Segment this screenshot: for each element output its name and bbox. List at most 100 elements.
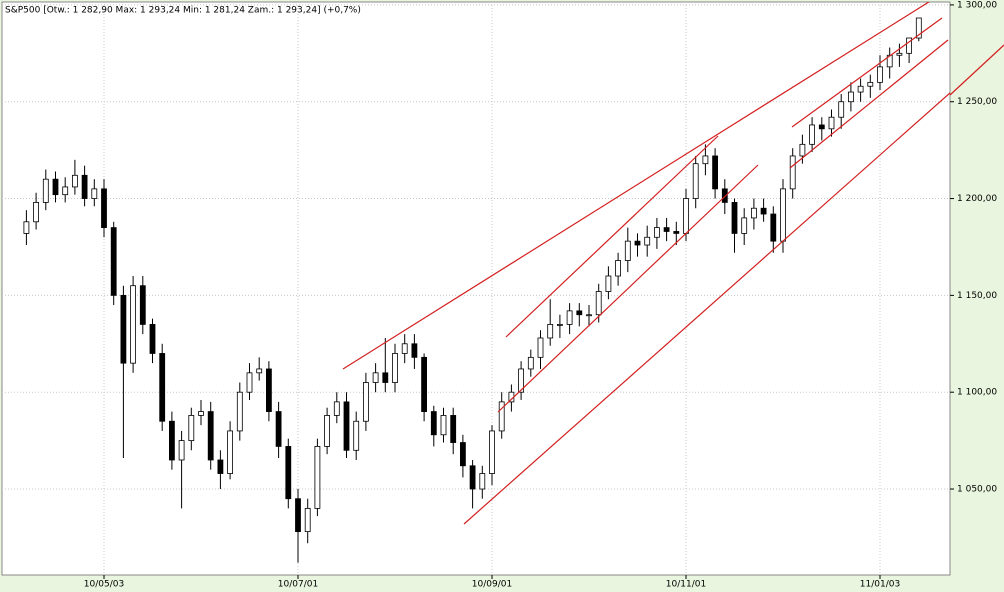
- candle-body: [683, 198, 689, 234]
- candle-body: [595, 291, 602, 316]
- candle-body: [634, 240, 641, 246]
- candle-body: [557, 324, 563, 326]
- trend-line: [497, 164, 759, 413]
- candle-body: [382, 372, 389, 383]
- y-tick-label: 1 100,00: [957, 388, 997, 398]
- candle-body: [188, 415, 195, 442]
- candle-body: [52, 178, 59, 196]
- candle-body: [663, 227, 670, 232]
- x-tick-label: 10/07/01: [278, 580, 318, 590]
- candle-body: [644, 236, 651, 246]
- candle-body: [314, 446, 321, 509]
- candle-body: [751, 207, 757, 219]
- candle-body: [42, 178, 49, 203]
- candle-body: [702, 155, 709, 165]
- candle-body: [915, 17, 922, 39]
- candle-body: [498, 401, 505, 432]
- x-tick-label: 10/05/03: [84, 580, 124, 590]
- candle-body: [489, 430, 495, 474]
- candle-body: [401, 343, 408, 354]
- candle-body: [275, 411, 282, 447]
- y-tick-label: 1 300,00: [957, 0, 997, 10]
- candle-body: [731, 202, 738, 234]
- candle-body: [130, 285, 137, 364]
- trend-line: [789, 39, 949, 169]
- candles: [23, 17, 922, 563]
- candle-body: [789, 155, 796, 190]
- candle-body: [421, 356, 428, 412]
- candle-body: [527, 356, 534, 370]
- candle-body: [469, 465, 476, 490]
- candle-body: [605, 275, 612, 292]
- candle-body: [867, 81, 874, 87]
- candle-body: [246, 372, 253, 393]
- candle-body: [159, 353, 166, 422]
- candle-body: [353, 420, 360, 451]
- candle-body: [770, 213, 777, 242]
- x-tick-label: 10/09/01: [472, 580, 512, 590]
- candle-body: [877, 66, 883, 83]
- candle-body: [857, 85, 864, 93]
- candle-body: [198, 411, 204, 416]
- candle-body: [654, 227, 660, 238]
- candle-body: [101, 188, 107, 228]
- candle-body: [886, 54, 893, 68]
- y-tick-label: 1 050,00: [957, 485, 997, 495]
- candle-body: [295, 498, 301, 533]
- trend-line: [949, 44, 1004, 96]
- candle-body: [304, 507, 311, 533]
- candle-body: [741, 217, 748, 234]
- candle-body: [23, 221, 30, 234]
- candle-body: [906, 37, 912, 54]
- candle-body: [576, 310, 583, 316]
- candle-body: [207, 411, 214, 461]
- candle-body: [537, 337, 544, 358]
- candle-body: [411, 343, 418, 358]
- candle-body: [780, 188, 786, 242]
- plot-area: [1, 1, 951, 576]
- candle-body: [110, 227, 117, 296]
- candle-body: [120, 294, 127, 364]
- x-tick-label: 11/01/03: [860, 580, 900, 590]
- candle-body: [33, 202, 39, 223]
- candle-body: [333, 401, 340, 416]
- candle-body: [362, 382, 369, 422]
- candle-body: [227, 430, 234, 474]
- candle-body: [450, 415, 457, 443]
- candle-body: [372, 372, 379, 383]
- trend-lines: [342, 2, 950, 525]
- candle-body: [81, 174, 88, 199]
- candle-body: [566, 310, 573, 325]
- candle-body: [479, 473, 486, 490]
- candle-body: [547, 324, 554, 339]
- candle-body: [692, 163, 699, 199]
- candle-body: [838, 101, 845, 118]
- candle-body: [673, 231, 680, 234]
- candle-body: [72, 174, 78, 188]
- candle-body: [149, 324, 156, 354]
- trend-line: [791, 17, 943, 128]
- candle-body: [624, 240, 631, 261]
- candle-body: [256, 368, 263, 374]
- candle-body: [760, 207, 767, 215]
- candle-body: [285, 446, 292, 500]
- candle-body: [139, 285, 146, 325]
- candle-body: [324, 415, 331, 447]
- candle-body: [799, 143, 806, 157]
- candle-body: [818, 124, 825, 130]
- candle-body: [430, 411, 437, 436]
- candle-body: [518, 368, 524, 393]
- candle-body: [440, 415, 447, 436]
- x-tick-label: 10/11/01: [666, 580, 706, 590]
- candle-body: [828, 116, 835, 130]
- candle-body: [586, 314, 592, 317]
- candle-body: [236, 391, 243, 432]
- candle-body: [615, 260, 621, 277]
- candle-body: [168, 420, 175, 461]
- candle-body: [217, 459, 224, 474]
- candle-body: [62, 186, 69, 196]
- candle-body: [809, 124, 815, 145]
- trend-line: [342, 2, 930, 370]
